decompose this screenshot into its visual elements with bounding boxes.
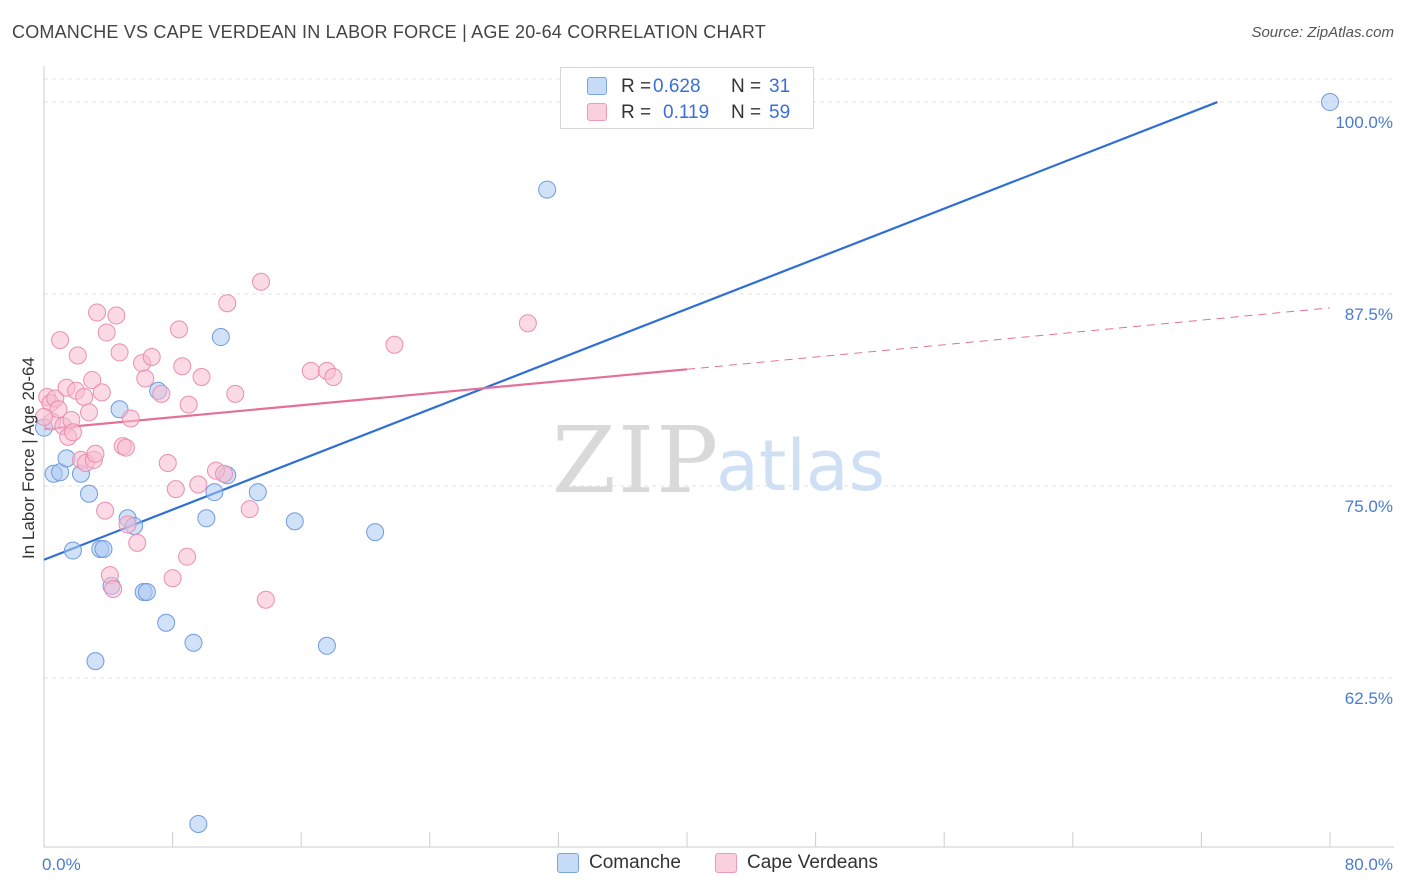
cape-verdean-point (173, 357, 192, 376)
watermark-zip: ZIP (552, 407, 720, 514)
cape-verdean-point (252, 272, 271, 291)
comanche-point (80, 484, 99, 503)
cape-verdean-point (256, 590, 275, 609)
legend-r-value: 0.119 (663, 102, 710, 123)
cape-verdean-point (192, 367, 211, 386)
cape-verdean-point (118, 515, 137, 534)
comanche-point (86, 652, 105, 671)
cape-verdean-point (178, 547, 197, 566)
y-tick-label: 62.5% (1345, 689, 1393, 708)
cape-verdean-point (80, 403, 99, 422)
legend-n-label: N = (731, 102, 762, 123)
cape-verdean-point (75, 387, 94, 406)
comanche-point (366, 523, 385, 542)
legend-n-label: N = (731, 76, 762, 97)
comanche-point (285, 512, 304, 531)
legend-r-value: 0.628 (653, 76, 701, 97)
cape-verdean-point (107, 306, 126, 325)
cape-verdean-point (163, 569, 182, 588)
cape-verdean-point (170, 320, 189, 339)
cape-verdean-point (518, 314, 537, 333)
axes (43, 66, 1394, 848)
source-label: Source: ZipAtlas.com (1251, 24, 1394, 41)
y-axis-title: In Labor Force | Age 20-64 (19, 357, 38, 559)
bottom-legend-label: Comanche (589, 852, 681, 873)
comanche-point (63, 541, 82, 560)
cape-verdean-point (92, 383, 111, 402)
cape-verdean-point (158, 454, 177, 472)
tick-labels: 62.5% 75.0% 87.5% 100.0% 0.0% 80.0% (42, 113, 1393, 874)
cape-verdean-point (166, 480, 185, 499)
cape-verdean-point (324, 367, 343, 386)
bottom-legend-swatch-comanche (557, 853, 579, 873)
cape-verdean-point (128, 533, 147, 552)
bottom-legend-swatch-cape (715, 853, 737, 873)
chart-title: COMANCHE VS CAPE VERDEAN IN LABOR FORCE … (12, 22, 766, 42)
cape-verdean-point (88, 303, 107, 322)
comanche-point (317, 636, 336, 655)
cape-verdean-point (226, 384, 245, 403)
comanche-point (184, 633, 203, 652)
legend-r-label: R = (621, 76, 652, 97)
cape-verdean-point (63, 423, 82, 442)
cape-verdean-point (51, 331, 70, 350)
legend-swatch-cape (587, 103, 607, 121)
comanche-point (197, 509, 216, 528)
cape-verdean-point (116, 438, 135, 457)
legend-r-label: R = (621, 102, 652, 123)
cape-verdean-point (385, 335, 404, 354)
legend-swatch-comanche (587, 77, 607, 95)
cape-verdean-point (35, 407, 53, 426)
cape-verdean-point (152, 384, 171, 403)
comanche-point (157, 613, 176, 632)
grid-lines (44, 78, 1394, 679)
cape-verdean-point (104, 579, 123, 598)
cape-verdean-point (49, 400, 68, 419)
comanche-point (211, 328, 230, 347)
bottom-legend-label: Cape Verdeans (747, 852, 878, 873)
cape-verdean-point (136, 369, 155, 388)
watermark-atlas: atlas (716, 425, 885, 507)
cape-verdean-point (110, 343, 129, 362)
comanche-point (137, 583, 156, 602)
legend-n-value: 59 (769, 102, 791, 123)
comanche-trend-line (43, 101, 1218, 561)
cape-verdean-point (68, 346, 87, 365)
cape-verdean-point (97, 323, 116, 342)
cape-verdean-point (86, 444, 105, 463)
correlation-legend: R = 0.628 N = 31 R = 0.119 N = 59 (560, 67, 814, 129)
cape-verdean-point (121, 409, 140, 428)
cape-verdean-point (179, 395, 198, 414)
data-points (35, 93, 1339, 833)
comanche-point (538, 180, 557, 199)
cape-verdean-point (142, 348, 161, 367)
comanche-point (1321, 93, 1339, 112)
y-tick-label: 100.0% (1335, 113, 1393, 132)
cape-verdean-point (215, 464, 234, 483)
comanche-point (248, 483, 267, 502)
cape-verdean-point (189, 475, 208, 494)
legend-n-value: 31 (769, 76, 791, 97)
trend-lines (43, 101, 1331, 561)
comanche-point (94, 540, 113, 559)
cape-verdean-point (301, 361, 320, 380)
cape-verdean-point (240, 500, 259, 519)
comanche-point (205, 483, 224, 502)
x-tick-label-max: 80.0% (1345, 855, 1393, 874)
cape-verdean-trend-line (43, 368, 688, 431)
cape-verdean-trend-extension (686, 307, 1331, 370)
y-tick-label: 87.5% (1345, 305, 1393, 324)
cape-verdean-point (218, 294, 237, 313)
y-tick-label: 75.0% (1345, 497, 1393, 516)
cape-verdean-point (96, 501, 115, 520)
comanche-point (189, 814, 208, 833)
cape-verdean-point (83, 371, 102, 390)
x-tick-label-min: 0.0% (42, 855, 81, 874)
